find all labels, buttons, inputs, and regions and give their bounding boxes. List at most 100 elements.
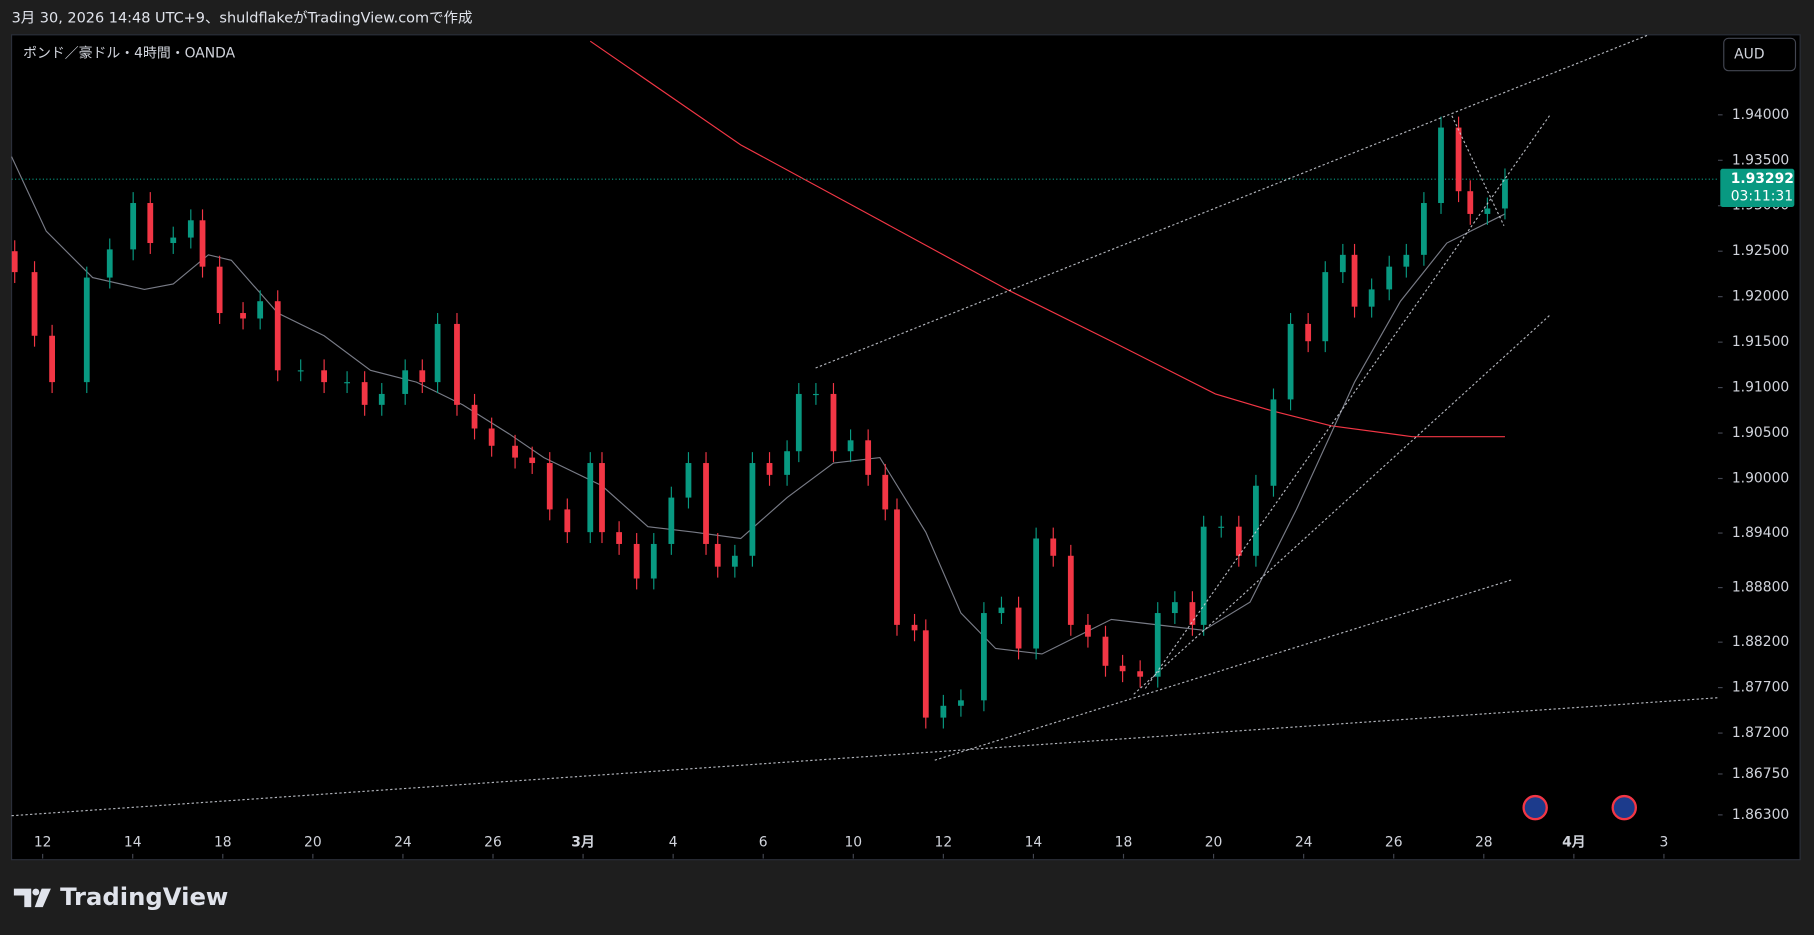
candle-body xyxy=(546,463,553,510)
candle-body xyxy=(940,705,947,718)
event-flags xyxy=(1522,794,1637,821)
header-text: 3月 30, 2026 14:48 UTC+9、shuldflakeがTradi… xyxy=(12,10,473,27)
candle-body xyxy=(434,323,441,383)
candle-body xyxy=(1015,607,1022,649)
candle-body xyxy=(714,543,721,567)
brand-logo: TradingView xyxy=(13,882,228,911)
y-tick-label: 1.92500 xyxy=(1732,243,1789,259)
event-icon[interactable] xyxy=(1611,794,1637,821)
candle-body xyxy=(1033,538,1040,649)
candle-body xyxy=(766,463,773,475)
candle-body xyxy=(1218,526,1225,528)
y-tick-label: 1.88800 xyxy=(1732,580,1789,596)
candle-body xyxy=(1339,254,1346,273)
candle-body xyxy=(1484,208,1491,214)
y-tick-label: 1.92000 xyxy=(1732,289,1789,305)
x-tick-label: 18 xyxy=(1115,834,1133,850)
candle-body xyxy=(1085,624,1091,637)
candle-body xyxy=(1200,526,1207,625)
y-tick-label: 1.93500 xyxy=(1732,152,1789,168)
logo-icon xyxy=(32,888,40,896)
plot: 1.940001.935001.930001.925001.920001.915… xyxy=(11,40,1789,859)
candle-body xyxy=(1253,485,1259,556)
trend-line xyxy=(815,34,1649,369)
price-label-box xyxy=(1720,168,1795,207)
x-tick-label: 12 xyxy=(34,834,52,850)
candle-body xyxy=(633,543,640,579)
event-icon[interactable] xyxy=(1522,794,1548,821)
trend-line xyxy=(1144,114,1551,689)
candle-body xyxy=(147,203,154,244)
trend-line xyxy=(11,697,1719,817)
y-tick-label: 1.86750 xyxy=(1732,766,1789,782)
x-tick-label: 3月 xyxy=(571,834,595,850)
candle-body xyxy=(865,440,872,475)
candle-body xyxy=(1403,254,1410,267)
candle-body xyxy=(830,393,837,452)
y-tick-label: 1.91500 xyxy=(1732,334,1789,350)
candle-body xyxy=(703,463,709,544)
candle-body xyxy=(1137,671,1144,677)
candle-body xyxy=(454,323,460,405)
candle-body xyxy=(216,266,223,314)
trend-lines xyxy=(11,34,1719,817)
candle-body xyxy=(911,624,918,631)
candle-body xyxy=(240,313,246,319)
candle-body xyxy=(795,393,802,452)
candle-body xyxy=(1368,289,1375,307)
countdown-label: 03:11:31 xyxy=(1731,189,1793,205)
candle-body xyxy=(1287,323,1294,400)
candle-body xyxy=(1467,191,1474,214)
trend-line xyxy=(1451,115,1505,226)
x-tick-label: 12 xyxy=(935,834,953,850)
x-tick-label: 18 xyxy=(214,834,232,850)
candle-body xyxy=(749,463,756,556)
candle-body xyxy=(1067,555,1074,625)
x-tick-label: 24 xyxy=(394,834,412,850)
candle-body xyxy=(668,497,675,544)
candle-body xyxy=(784,451,790,475)
candle-body xyxy=(650,543,657,579)
x-tick-label: 3 xyxy=(1660,834,1669,850)
candle-body xyxy=(958,700,964,706)
candle-body xyxy=(587,463,594,533)
x-tick-label: 28 xyxy=(1475,834,1493,850)
candle-body xyxy=(998,607,1005,614)
candle-body xyxy=(922,630,929,718)
candle-body xyxy=(847,440,854,452)
candle-body xyxy=(361,382,368,405)
candle-body xyxy=(882,474,889,510)
x-tick-label: 26 xyxy=(484,834,502,850)
candle-body xyxy=(685,463,692,498)
price-label: 1.93292 xyxy=(1731,171,1794,187)
brand-text: TradingView xyxy=(60,882,228,911)
candle-body xyxy=(187,220,194,238)
candle-body xyxy=(1050,538,1057,556)
chart-title: ポンド／豪ドル・4時間・OANDA xyxy=(23,45,235,61)
candle-body xyxy=(616,532,622,544)
candle-body xyxy=(419,370,426,383)
candle-body xyxy=(321,370,328,383)
x-tick-label: 14 xyxy=(1025,834,1043,850)
candle-body xyxy=(11,251,18,273)
candle-body xyxy=(1189,602,1196,625)
candle-body xyxy=(813,393,819,396)
candle-body xyxy=(1171,602,1178,614)
candle-body xyxy=(564,509,571,533)
candle-body xyxy=(1305,323,1312,342)
candle-body xyxy=(981,613,987,701)
y-tick-label: 1.88200 xyxy=(1732,634,1789,650)
x-tick-label: 4 xyxy=(669,834,678,850)
candle-body xyxy=(488,428,495,446)
currency-button[interactable] xyxy=(1723,37,1797,72)
moving-average xyxy=(589,40,1505,438)
candle-body xyxy=(731,555,738,567)
candle-body xyxy=(1502,179,1508,209)
candle-body xyxy=(894,509,900,625)
y-tick-label: 1.90500 xyxy=(1732,425,1789,441)
y-tick-label: 1.87200 xyxy=(1732,725,1789,741)
candle-body xyxy=(471,404,478,429)
y-tick-label: 1.89400 xyxy=(1732,525,1789,541)
